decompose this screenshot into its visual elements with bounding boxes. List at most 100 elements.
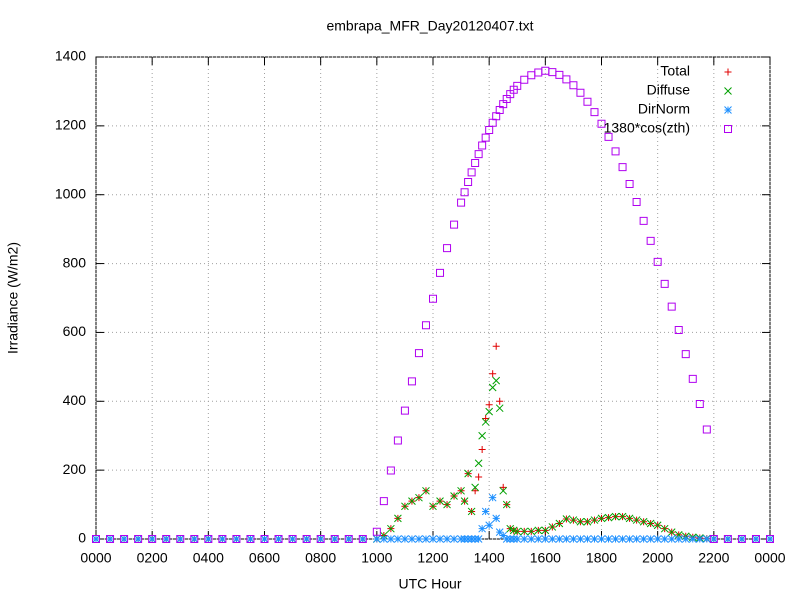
data-point xyxy=(569,535,578,543)
data-point xyxy=(576,88,585,97)
data-point xyxy=(576,517,585,526)
data-point xyxy=(513,81,522,90)
data-point xyxy=(120,535,129,543)
data-point xyxy=(450,492,458,500)
data-point xyxy=(443,500,451,509)
data-point xyxy=(400,406,409,415)
data-point xyxy=(653,257,662,266)
data-point xyxy=(474,150,483,159)
data-point xyxy=(464,535,472,543)
data-point xyxy=(611,147,620,156)
data-point xyxy=(751,535,760,543)
data-point xyxy=(488,383,497,392)
data-point xyxy=(495,106,504,115)
data-point xyxy=(387,535,395,543)
data-point xyxy=(436,268,445,277)
data-point xyxy=(681,535,690,543)
data-point xyxy=(488,118,497,127)
data-point xyxy=(474,535,483,543)
data-point xyxy=(162,535,171,543)
legend-label: Total xyxy=(660,63,690,79)
data-point xyxy=(667,535,676,543)
legend-label: 1380*cos(zth) xyxy=(604,120,690,136)
data-point xyxy=(492,514,501,523)
data-point xyxy=(372,527,381,536)
data-point xyxy=(646,519,655,528)
data-point xyxy=(737,535,746,543)
data-point xyxy=(688,535,697,543)
data-point xyxy=(667,528,676,536)
y-axis-label: Irradiance (W/m2) xyxy=(5,242,21,354)
data-point xyxy=(653,521,662,530)
data-point xyxy=(204,535,213,543)
data-point xyxy=(471,483,479,492)
data-point xyxy=(478,141,487,150)
data-point xyxy=(485,407,494,416)
data-point xyxy=(590,108,599,117)
data-point xyxy=(495,404,504,413)
data-point xyxy=(639,216,648,225)
data-point xyxy=(218,535,227,543)
data-point xyxy=(344,535,353,543)
data-point xyxy=(464,177,473,186)
data-point xyxy=(604,535,613,543)
x-tick-label: 0200 xyxy=(137,550,168,566)
x-tick-label: 2200 xyxy=(698,550,729,566)
data-point xyxy=(415,493,423,502)
data-point xyxy=(555,519,564,528)
y-tick-label: 800 xyxy=(63,254,87,270)
y-tick-label: 600 xyxy=(63,323,87,339)
x-axis-label: UTC Hour xyxy=(398,576,461,592)
data-point xyxy=(478,445,486,453)
data-point xyxy=(597,119,606,128)
data-point xyxy=(106,535,115,543)
data-point xyxy=(674,535,683,543)
data-point xyxy=(148,535,157,543)
data-point xyxy=(475,473,483,481)
data-point xyxy=(674,326,683,335)
data-point xyxy=(576,535,585,543)
data-point xyxy=(478,524,486,533)
data-point xyxy=(414,349,423,358)
data-point xyxy=(632,516,641,524)
data-point xyxy=(688,374,697,383)
data-point xyxy=(481,418,490,426)
data-point xyxy=(422,535,430,543)
x-tick-label: 2000 xyxy=(642,550,673,566)
data-point xyxy=(443,535,451,543)
data-point xyxy=(488,493,497,502)
legend-label: DirNorm xyxy=(638,101,690,117)
data-point xyxy=(481,133,490,142)
data-point xyxy=(534,526,543,535)
data-point xyxy=(394,535,402,543)
data-point xyxy=(421,321,430,330)
data-point xyxy=(639,535,648,543)
data-point xyxy=(583,517,592,526)
data-point xyxy=(408,497,416,505)
data-point xyxy=(667,302,676,311)
data-point xyxy=(467,507,476,516)
legend-marker xyxy=(724,87,732,95)
data-point xyxy=(555,535,564,543)
data-point xyxy=(274,535,283,543)
data-point xyxy=(499,483,507,491)
data-point xyxy=(316,535,325,543)
data-point xyxy=(590,535,599,543)
data-point xyxy=(752,535,760,543)
data-point xyxy=(646,535,655,543)
data-point xyxy=(134,535,142,543)
data-point xyxy=(625,180,634,189)
data-point xyxy=(604,132,613,141)
data-point xyxy=(344,535,353,543)
data-point xyxy=(316,535,325,543)
data-point xyxy=(429,502,437,511)
data-point xyxy=(653,535,662,543)
chart-title: embrapa_MFR_Day20120407.txt xyxy=(326,18,533,34)
data-point xyxy=(330,535,339,543)
data-point xyxy=(639,517,648,526)
data-point xyxy=(569,516,578,524)
data-point xyxy=(386,466,395,475)
data-point xyxy=(443,244,452,253)
